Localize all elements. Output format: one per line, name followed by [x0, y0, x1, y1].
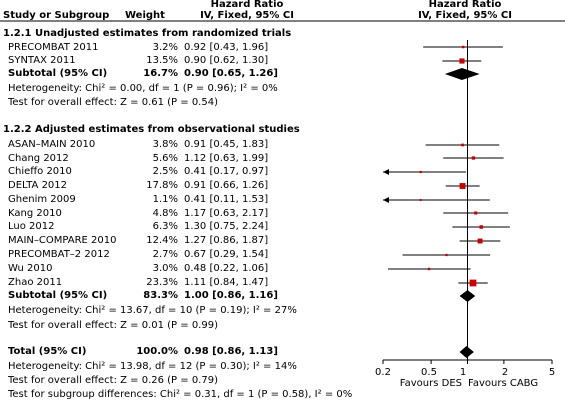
study-marker — [477, 238, 483, 244]
study-weight: 4.8% — [152, 208, 178, 219]
study-weight: 2.7% — [152, 249, 178, 260]
overall-effect-text: Test for overall effect: Z = 0.01 (P = 0… — [8, 320, 218, 331]
study-name: Chang 2012 — [8, 153, 69, 164]
group-title: 1.2.2 Adjusted estimates from observatio… — [3, 124, 300, 135]
subtotal-label: Subtotal (95% CI) — [8, 68, 108, 79]
study-weight: 23.3% — [146, 277, 178, 288]
study-name: Wu 2010 — [8, 263, 53, 274]
study-name: DELTA 2012 — [8, 180, 68, 191]
study-weight: 1.1% — [152, 194, 178, 205]
study-name: MAIN–COMPARE 2010 — [8, 235, 117, 246]
study-ci: 0.91 [0.66, 1.26] — [184, 180, 269, 191]
favours-left-label: Favours DES — [399, 378, 462, 389]
study-ci: 0.92 [0.43, 1.96] — [184, 42, 269, 53]
study-ci: 0.41 [0.17, 0.97] — [184, 166, 269, 177]
study-name: PRECOMBAT–2 2012 — [8, 249, 110, 260]
study-marker — [474, 211, 478, 215]
favours-right-label: Favours CABG — [468, 378, 539, 389]
study-marker — [427, 267, 431, 271]
total-weight: 100.0% — [136, 346, 178, 357]
subtotal-ci: 0.90 [0.65, 1.26] — [184, 68, 278, 79]
subtotal-weight: 83.3% — [143, 290, 178, 301]
study-name: Luo 2012 — [8, 221, 55, 232]
study-ci: 0.90 [0.62, 1.30] — [184, 55, 269, 66]
study-name: Ghenim 2009 — [8, 194, 76, 205]
study-ci: 0.91 [0.45, 1.83] — [184, 139, 269, 150]
subtotal-ci: 1.00 [0.86, 1.16] — [184, 290, 278, 301]
study-weight: 13.5% — [146, 55, 178, 66]
study-marker — [479, 225, 484, 229]
pooled-diamond — [444, 68, 480, 80]
study-weight: 3.2% — [152, 42, 178, 53]
study-weight: 12.4% — [146, 235, 178, 246]
subgroup-differences-text: Test for subgroup differences: Chi² = 0.… — [8, 389, 353, 400]
study-marker — [469, 279, 477, 287]
total-label: Total (95% CI) — [8, 346, 87, 357]
study-weight: 6.3% — [152, 221, 178, 232]
pooled-diamond — [459, 290, 476, 302]
heterogeneity-text: Heterogeneity: Chi² = 0.00, df = 1 (P = … — [8, 83, 278, 94]
study-ci: 1.17 [0.63, 2.17] — [184, 208, 269, 219]
study-weight: 5.6% — [152, 153, 178, 164]
ci-clip-arrow — [383, 197, 389, 203]
overall-effect-text: Test for overall effect: Z = 0.61 (P = 0… — [8, 97, 218, 108]
subtotal-label: Subtotal (95% CI) — [8, 290, 108, 301]
tick-label: 2 — [501, 367, 509, 378]
study-ci: 1.12 [0.63, 1.99] — [184, 153, 269, 164]
study-ci: 1.30 [0.75, 2.24] — [184, 221, 269, 232]
column-header-effect-title: Hazard Ratio — [210, 0, 284, 10]
study-marker — [445, 253, 448, 257]
study-weight: 17.8% — [146, 180, 178, 191]
study-name: SYNTAX 2011 — [8, 55, 76, 66]
study-ci: 0.41 [0.11, 1.53] — [184, 194, 269, 205]
study-weight: 2.5% — [152, 166, 178, 177]
study-marker — [459, 183, 466, 189]
pooled-diamond — [459, 346, 474, 358]
study-name: Chieffo 2010 — [8, 166, 72, 177]
study-ci: 1.11 [0.84, 1.47] — [184, 277, 269, 288]
plot-header-sub: IV, Fixed, 95% CI — [418, 10, 512, 21]
study-name: PRECOMBAT 2011 — [8, 42, 99, 53]
column-header-effect-sub: IV, Fixed, 95% CI — [200, 10, 294, 21]
study-marker — [471, 156, 476, 160]
study-name: Kang 2010 — [8, 208, 62, 219]
column-header-weight: Weight — [125, 10, 165, 21]
tick-label: 0.2 — [375, 367, 391, 378]
study-ci: 0.67 [0.29, 1.54] — [184, 249, 269, 260]
study-name: Zhao 2011 — [8, 277, 63, 288]
study-marker — [461, 143, 464, 147]
study-name: ASAN–MAIN 2010 — [8, 139, 96, 150]
tick-label: 0.5 — [421, 367, 437, 378]
study-marker — [419, 170, 422, 174]
subtotal-weight: 16.7% — [143, 68, 178, 79]
tick-label: 5 — [548, 367, 556, 378]
heterogeneity-text: Heterogeneity: Chi² = 13.67, df = 10 (P … — [8, 305, 297, 316]
total-heterogeneity-text: Heterogeneity: Chi² = 13.98, df = 12 (P … — [8, 361, 297, 372]
study-marker — [459, 58, 465, 64]
group-title: 1.2.1 Unadjusted estimates from randomiz… — [3, 28, 292, 39]
ci-clip-arrow — [383, 169, 389, 175]
tick-label: 1 — [459, 367, 467, 378]
column-header-study: Study or Subgroup — [3, 10, 110, 21]
total-ci: 0.98 [0.86, 1.13] — [184, 346, 278, 357]
study-ci: 1.27 [0.86, 1.87] — [184, 235, 269, 246]
study-marker — [419, 199, 422, 201]
study-weight: 3.8% — [152, 139, 178, 150]
study-marker — [461, 45, 465, 49]
study-ci: 0.48 [0.22, 1.06] — [184, 263, 269, 274]
plot-header-title: Hazard Ratio — [428, 0, 502, 10]
total-overall-effect-text: Test for overall effect: Z = 0.26 (P = 0… — [8, 375, 218, 386]
study-weight: 3.0% — [152, 263, 178, 274]
